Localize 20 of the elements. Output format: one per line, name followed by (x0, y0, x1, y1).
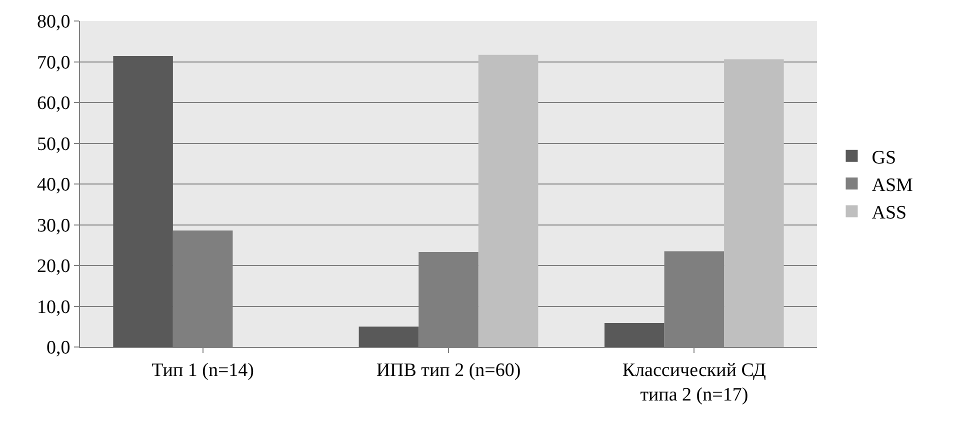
x-tick-label: Тип 1 (n=14) (152, 360, 254, 381)
y-tick-label: 30,0 (36, 215, 70, 236)
y-tick-label: 10,0 (36, 296, 70, 318)
legend-label: GS (872, 147, 896, 168)
x-tick-label: Классический СД типа 2 (n=17) (622, 360, 766, 406)
bar (478, 54, 538, 347)
bar (113, 56, 173, 347)
legend-label: ASS (872, 202, 907, 224)
bar (604, 322, 664, 347)
y-tick-label: 60,0 (36, 93, 70, 114)
legend-label: ASM (872, 174, 914, 196)
y-tick-label: 50,0 (36, 134, 70, 155)
y-tick-label: 70,0 (36, 52, 70, 74)
y-tick-label: 40,0 (36, 174, 70, 196)
x-tick-label: ИПВ тип 2 (n=60) (376, 360, 521, 381)
y-tick-label: 20,0 (36, 256, 70, 278)
y-tick-label: 0,0 (46, 338, 70, 359)
y-tick-label: 80,0 (36, 12, 70, 33)
bar (358, 326, 419, 347)
bar (724, 59, 784, 347)
